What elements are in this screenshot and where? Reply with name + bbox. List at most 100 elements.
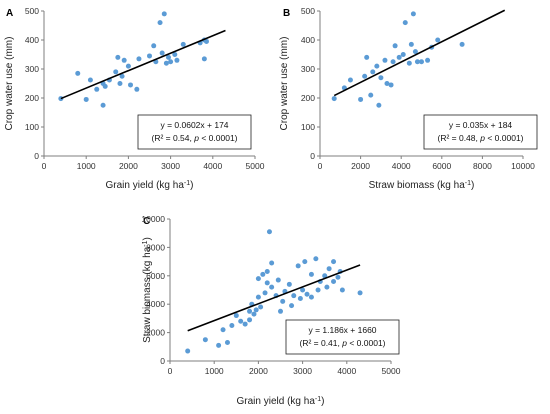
panel-label-a: A [6, 8, 13, 19]
data-point [392, 43, 398, 49]
panel-label-c: C [143, 216, 150, 227]
data-point [335, 274, 341, 280]
y-tick-label: 300 [301, 64, 315, 74]
data-point [100, 102, 106, 108]
y-tick-label: 8000 [146, 242, 165, 252]
equation-box [423, 114, 538, 150]
data-point [255, 276, 261, 282]
data-point [255, 294, 261, 300]
y-tick-label: 100 [25, 122, 39, 132]
r-squared-text: (R² = 0.54, p < 0.0001) [151, 133, 237, 143]
data-point [410, 11, 416, 17]
data-point [128, 82, 134, 88]
data-point [253, 307, 259, 313]
data-point [202, 337, 208, 343]
data-point [295, 263, 301, 269]
y-tick-label: 0 [310, 151, 315, 161]
data-point [174, 57, 180, 63]
data-point [339, 287, 345, 293]
data-point [425, 57, 431, 63]
y-axis-label: Crop water use (mm) [279, 37, 290, 131]
data-point [247, 317, 253, 323]
data-point [264, 269, 270, 275]
data-point [324, 284, 330, 290]
data-point [180, 41, 186, 47]
x-tick-label: 3000 [293, 366, 312, 376]
y-tick-label: 500 [301, 6, 315, 16]
data-point [406, 60, 412, 66]
data-point [368, 92, 374, 98]
data-point [331, 259, 337, 265]
data-point [322, 273, 328, 279]
x-tick-label: 1000 [77, 161, 96, 171]
data-point [113, 69, 119, 75]
data-point [264, 280, 270, 286]
y-tick-label: 0 [160, 356, 165, 366]
x-tick-label: 0 [168, 366, 173, 376]
data-point [384, 81, 390, 86]
data-point [75, 70, 81, 76]
data-point [94, 86, 100, 92]
equation-box [137, 114, 252, 150]
data-point [412, 49, 418, 55]
r-squared-text: (R² = 0.48, p < 0.0001) [437, 133, 523, 143]
y-tick-label: 10000 [141, 214, 165, 224]
x-tick-label: 4000 [392, 161, 411, 171]
x-tick-label: 4000 [337, 366, 356, 376]
data-point [280, 298, 286, 304]
data-point [216, 342, 222, 348]
data-point [364, 54, 370, 60]
data-point [269, 260, 275, 266]
x-tick-label: 4000 [203, 161, 222, 171]
data-point [378, 75, 384, 81]
data-point [278, 308, 283, 314]
x-tick-label: 2000 [119, 161, 138, 171]
data-point [347, 77, 353, 83]
data-point [302, 259, 308, 265]
y-tick-label: 300 [25, 64, 39, 74]
y-tick-label: 0 [34, 151, 39, 161]
data-point [168, 59, 174, 65]
data-point [233, 313, 239, 319]
data-point [376, 102, 382, 108]
data-point [313, 256, 319, 262]
data-point [374, 63, 380, 69]
x-tick-label: 6000 [432, 161, 451, 171]
x-tick-label: 5000 [382, 366, 401, 376]
y-tick-label: 2000 [146, 328, 165, 338]
data-point [83, 96, 89, 102]
data-point [331, 96, 337, 102]
data-point [203, 38, 209, 44]
y-tick-label: 6000 [146, 271, 165, 281]
x-axis-label: Straw biomass (kg ha-1) [369, 180, 475, 192]
y-tick-label: 500 [25, 6, 39, 16]
y-axis-label: Crop water use (mm) [4, 37, 15, 131]
y-tick-label: 4000 [146, 299, 165, 309]
x-tick-label: 2000 [351, 161, 370, 171]
data-point [134, 86, 140, 92]
data-point [326, 266, 332, 272]
data-point [87, 77, 93, 83]
panel-label-b: B [283, 8, 290, 19]
y-tick-label: 100 [301, 122, 315, 132]
data-point [300, 287, 306, 293]
data-point [266, 229, 272, 235]
data-point [201, 56, 207, 62]
data-point [370, 69, 376, 75]
x-tick-label: 2000 [249, 366, 268, 376]
data-point [224, 340, 230, 346]
data-point [242, 321, 248, 327]
data-point [102, 83, 108, 89]
data-point [247, 308, 253, 314]
equation-text: y = 0.035x + 184 [449, 120, 513, 130]
y-tick-label: 200 [25, 93, 39, 103]
trend-line [187, 264, 361, 332]
data-point [163, 60, 169, 66]
data-point [362, 73, 368, 79]
data-point [308, 294, 314, 300]
data-point [315, 287, 321, 293]
data-point [289, 303, 295, 309]
data-point [147, 53, 152, 59]
data-point [382, 57, 388, 63]
data-point [161, 11, 167, 17]
